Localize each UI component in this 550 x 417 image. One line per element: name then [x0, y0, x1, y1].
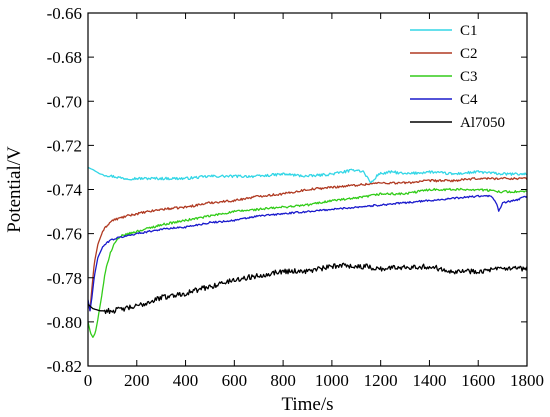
legend: C1 C2 C3 C4 Al7050 [410, 23, 505, 131]
y-tick-label: -0.76 [47, 225, 82, 244]
series-line-c2 [88, 176, 527, 312]
x-tick-label: 1200 [364, 371, 398, 390]
x-tick-label: 200 [124, 371, 150, 390]
series-line-al7050 [88, 262, 527, 315]
y-tick-label: -0.78 [47, 269, 82, 288]
y-axis-label: Potential/V [4, 146, 25, 233]
x-tick-label: 1400 [412, 371, 446, 390]
y-tick-label: -0.68 [47, 48, 82, 67]
legend-label-c3: C3 [460, 69, 478, 85]
series-line-c1 [88, 166, 527, 184]
legend-label-c1: C1 [460, 23, 478, 39]
legend-label-al7050: Al7050 [460, 115, 505, 131]
x-tick-label: 1000 [315, 371, 349, 390]
y-tick-label: -0.80 [47, 313, 82, 332]
x-tick-label: 1600 [461, 371, 495, 390]
x-tick-label: 800 [270, 371, 296, 390]
y-axis: -0.82 -0.80 -0.78 -0.76 -0.74 -0.72 -0.70 -0.68… [47, 4, 527, 376]
series-layer [88, 166, 527, 338]
series-line-c4 [88, 194, 527, 312]
x-tick-label: 400 [173, 371, 199, 390]
y-tick-label: -0.72 [47, 136, 82, 155]
x-tick-label: 0 [84, 371, 93, 390]
x-tick-label: 600 [222, 371, 248, 390]
x-axis: 0 200 400 600 800 1000 1200 1400 1600 1800 [84, 13, 544, 390]
x-tick-label: 1800 [510, 371, 544, 390]
y-tick-label: -0.82 [47, 357, 82, 376]
y-tick-label: -0.66 [47, 4, 82, 23]
series-line-c3 [88, 187, 527, 338]
y-tick-label: -0.74 [47, 181, 83, 200]
legend-label-c2: C2 [460, 46, 478, 62]
legend-label-c4: C4 [460, 92, 478, 108]
x-axis-label: Time/s [281, 394, 333, 415]
y-tick-label: -0.70 [47, 92, 82, 111]
